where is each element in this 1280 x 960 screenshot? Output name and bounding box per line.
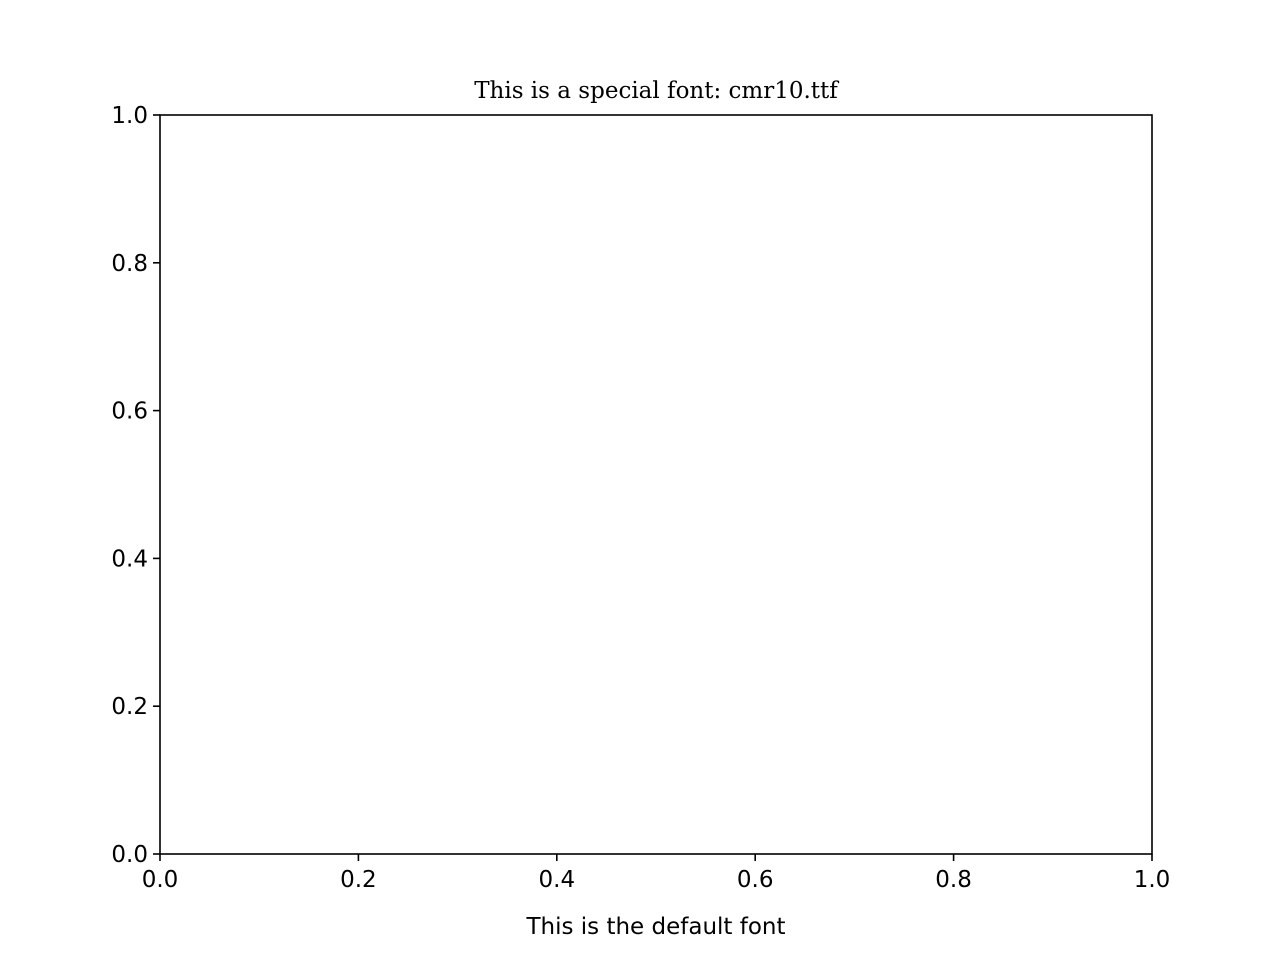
y-tick-label: 0.4 bbox=[111, 546, 148, 572]
y-tick-label: 0.6 bbox=[111, 399, 148, 425]
x-tick-label: 0.4 bbox=[539, 867, 576, 893]
y-tick-label: 0.0 bbox=[111, 842, 148, 868]
y-axis: 0.0 0.2 0.4 0.6 0.8 1.0 bbox=[111, 103, 160, 868]
x-tick-label: 0.6 bbox=[737, 867, 774, 893]
y-tick-label: 0.8 bbox=[111, 251, 148, 277]
y-tick-label: 1.0 bbox=[111, 103, 148, 129]
x-axis-label: This is the default font bbox=[525, 914, 785, 940]
x-axis: 0.0 0.2 0.4 0.6 0.8 1.0 bbox=[142, 854, 1171, 893]
x-tick-label: 0.0 bbox=[142, 867, 179, 893]
x-tick-label: 0.2 bbox=[340, 867, 377, 893]
x-tick-label: 1.0 bbox=[1134, 867, 1171, 893]
y-tick-label: 0.2 bbox=[111, 694, 148, 720]
x-tick-label: 0.8 bbox=[935, 867, 972, 893]
chart-title: This is a special font: cmr10.ttf bbox=[474, 78, 839, 104]
axes-frame bbox=[159, 114, 1153, 855]
